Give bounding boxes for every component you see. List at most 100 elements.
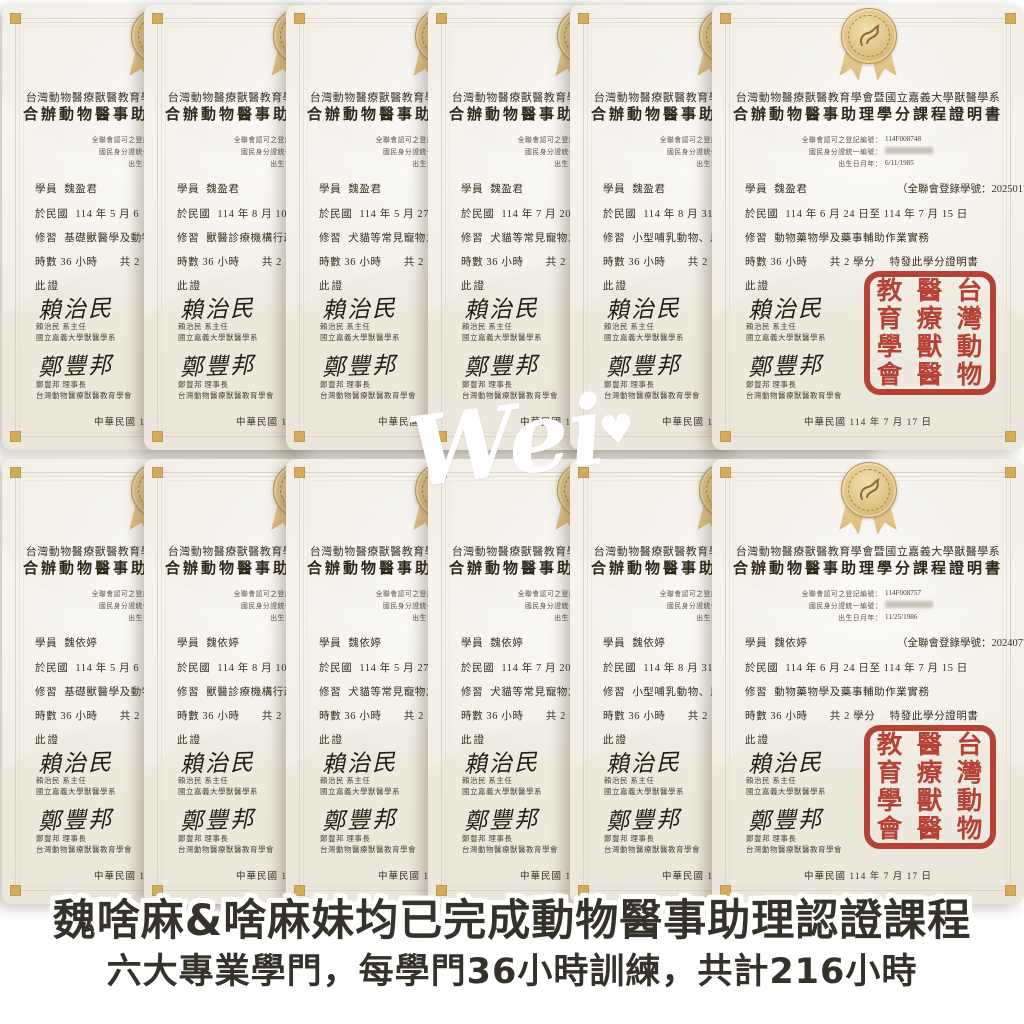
signature-chairman: 鄭豐邦	[179, 352, 256, 381]
id-redacted-box	[885, 146, 933, 154]
signature2-org: 台灣動物醫療獸醫教育學會	[320, 391, 416, 400]
medal-horse-glyph	[859, 24, 880, 46]
course-value: 基礎獸醫學及動物醫	[64, 233, 165, 244]
gold-corner-icon	[294, 431, 305, 442]
period-label: 於民國	[603, 209, 637, 220]
period-value: 114 年 7 月 20 日至	[501, 663, 597, 674]
course-line: 修習 犬貓等常見寵物之照	[461, 230, 590, 245]
course-value: 動物藥物學及藥事輔助作業實務	[774, 687, 930, 698]
course-value: 小型哺乳動物、鳥、爬	[632, 233, 744, 244]
reg-number-value: 114F008757	[885, 589, 922, 597]
course-line: 修習 犬貓等常見寵物之照	[319, 230, 448, 245]
signature1-title: 賴治民 系主任	[178, 776, 229, 785]
period-label: 於民國	[461, 663, 495, 674]
signature-department-head: 賴治民	[179, 295, 256, 324]
hours-line: 時數 36 小時 共 2	[319, 257, 424, 268]
signature1-org: 國立嘉義大學獸醫學系	[178, 333, 258, 342]
attest-label: 此證	[745, 735, 770, 746]
reg-number-label: 全聯會認可之登記編號：	[233, 591, 314, 598]
signature2-caption: 鄭豐邦 理事長 台灣動物醫療獸醫教育學會	[178, 379, 274, 401]
gold-corner-icon	[10, 13, 21, 24]
hours-line: 時數 36 小時 共 2 學分 特發此學分證明書	[745, 711, 979, 722]
signature1-org: 國立嘉義大學獸醫學系	[604, 333, 684, 342]
dob-label: 出生日月年：	[838, 161, 882, 168]
signature2-caption: 鄭豐邦 理事長 台灣動物醫療獸醫教育學會	[604, 833, 700, 855]
gold-corner-icon	[720, 13, 731, 24]
gold-corner-icon	[152, 13, 163, 24]
period-label: 於民國	[177, 209, 211, 220]
course-label: 修習	[319, 233, 342, 244]
signature2-org: 台灣動物醫療獸醫教育學會	[36, 391, 132, 400]
student-label: 學員	[35, 638, 58, 649]
attest-label: 此證	[319, 735, 344, 746]
attest-label: 此證	[461, 735, 486, 746]
period-value: 114 年 8 月 10 日至	[217, 209, 313, 220]
gold-corner-icon	[578, 13, 589, 24]
signature-chairman: 鄭豐邦	[37, 352, 114, 381]
attest-label: 此證	[319, 281, 344, 292]
period-line: 於民國 114 年 5 月 6 日至	[35, 660, 165, 675]
cert-title-line2: 合辦動物醫事助理學分課程證明書	[732, 561, 1003, 577]
signature1-caption: 賴治民 系主任 國立嘉義大學獸醫學系	[604, 775, 684, 797]
period-line: 於民國 114 年 6 月 24 日至 114 年 7 月 15 日	[745, 206, 968, 221]
period-line: 於民國 114 年 7 月 20 日至	[461, 206, 597, 221]
signature-chairman: 鄭豐邦	[37, 806, 114, 835]
signature1-caption: 賴治民 系主任 國立嘉義大學獸醫學系	[604, 321, 684, 343]
signature2-title: 鄭豐邦 理事長	[604, 834, 655, 843]
signature2-org: 台灣動物醫療獸醫教育學會	[320, 845, 416, 854]
signature-department-head: 賴治民	[747, 749, 824, 778]
reg-number-label: 全聯會認可之登記編號：	[375, 137, 456, 144]
id-number-label: 國民身分證統一編號：	[809, 149, 882, 156]
signature2-caption: 鄭豐邦 理事長 台灣動物醫療獸醫教育學會	[320, 379, 416, 401]
signature-chairman: 鄭豐邦	[605, 806, 682, 835]
student-line: 學員 魏盈君	[35, 181, 98, 196]
student-name: 魏依婷	[774, 638, 808, 649]
period-line: 於民國 114 年 8 月 31 日至	[603, 206, 739, 221]
hours-line: 時數 36 小時 共 2	[319, 711, 424, 722]
signature1-title: 賴治民 系主任	[462, 776, 513, 785]
red-seal-char: 獸	[917, 333, 943, 361]
id-redacted-box	[885, 600, 933, 608]
gold-corner-icon	[1005, 467, 1016, 478]
student-name: 魏依婷	[490, 638, 524, 649]
hours-line: 時數 36 小時 共 2	[461, 257, 566, 268]
student-line: 學員 魏依婷	[603, 635, 666, 650]
red-association-seal: 教 育 學 會 醫 療 獸 醫 台 灣 動 物	[864, 725, 996, 849]
course-value: 犬貓等常見寵物之照	[348, 233, 449, 244]
signature1-org: 國立嘉義大學獸醫學系	[320, 787, 400, 796]
course-line: 修習 動物藥物學及藥事輔助作業實務	[745, 230, 930, 245]
cert-row-bottom: 台灣動物醫療獸醫教育學會暨國立嘉義大學獸醫學系 合辦動物醫事助理學分課程證明書 …	[0, 459, 1024, 904]
course-label: 修習	[461, 687, 484, 698]
signature2-title: 鄭豐邦 理事長	[320, 380, 371, 389]
red-seal-char: 學	[877, 787, 903, 815]
dob-label: 出生日月年：	[838, 615, 882, 622]
gold-corner-icon	[720, 431, 731, 442]
issue-date: 中華民國 114 年 7 月 17 日	[804, 872, 932, 882]
period-line: 於民國 114 年 8 月 10 日至	[177, 206, 313, 221]
signature-chairman: 鄭豐邦	[605, 352, 682, 381]
signature2-org: 台灣動物醫療獸醫教育學會	[604, 845, 700, 854]
signature-chairman: 鄭豐邦	[463, 352, 540, 381]
gold-corner-icon	[10, 467, 21, 478]
gold-corner-icon	[1005, 885, 1016, 896]
attest-label: 此證	[745, 281, 770, 292]
course-label: 修習	[35, 687, 58, 698]
signature1-caption: 賴治民 系主任 國立嘉義大學獸醫學系	[320, 775, 400, 797]
course-label: 修習	[177, 687, 200, 698]
signature1-title: 賴治民 系主任	[462, 322, 513, 331]
course-label: 修習	[745, 687, 768, 698]
signature1-title: 賴治民 系主任	[320, 322, 371, 331]
student-name: 魏依婷	[206, 638, 240, 649]
reg-number-label: 全聯會認可之登記編號：	[233, 137, 314, 144]
certificate-card: 台灣動物醫療獸醫教育學會暨國立嘉義大學獸醫學系 合辦動物醫事助理學分課程證明書 …	[712, 5, 1024, 450]
red-seal-char: 醫	[917, 815, 943, 843]
course-line: 修習 動物藥物學及藥事輔助作業實務	[745, 684, 930, 699]
red-seal-char: 教	[877, 277, 903, 305]
signature2-caption: 鄭豐邦 理事長 台灣動物醫療獸醫教育學會	[462, 833, 558, 855]
course-line: 修習 獸醫診療機構行政與	[177, 684, 306, 699]
caption-line1: 魏啥麻&啥麻妹均已完成動物醫事助理認證課程	[52, 896, 972, 946]
id-number-label: 國民身分證統一編號：	[99, 603, 172, 610]
signature1-org: 國立嘉義大學獸醫學系	[36, 787, 116, 796]
signature1-caption: 賴治民 系主任 國立嘉義大學獸醫學系	[746, 321, 826, 343]
